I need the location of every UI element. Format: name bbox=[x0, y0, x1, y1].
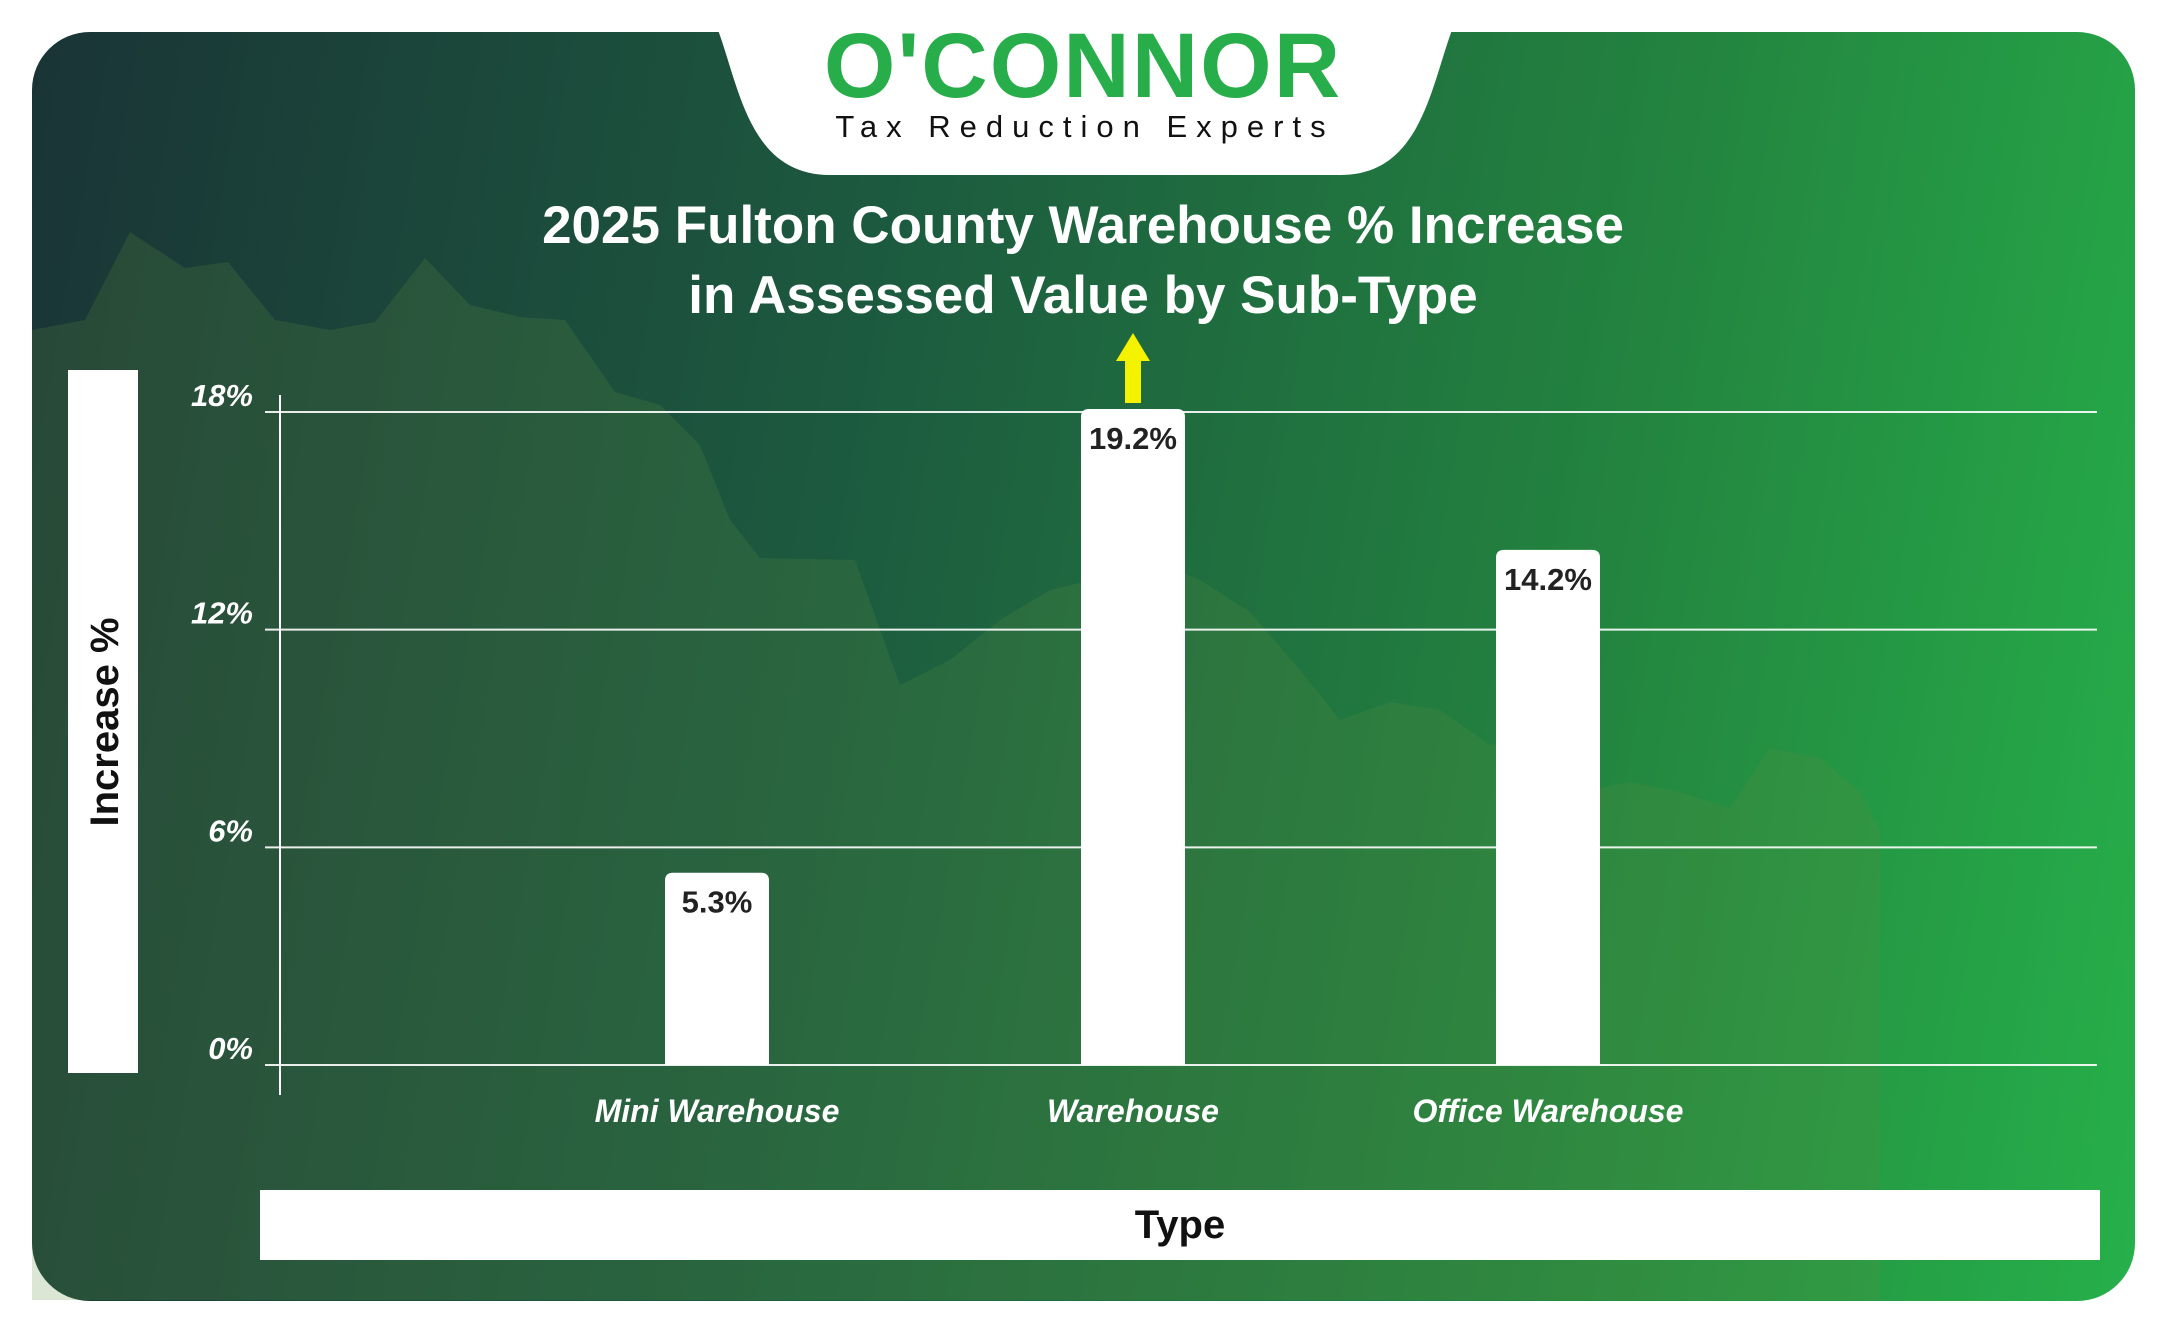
y-tick-labels: 0% 6% 12% 18% bbox=[191, 378, 253, 1066]
brand-logo: O'CONNOR bbox=[824, 15, 1342, 117]
category-labels: Mini Warehouse Warehouse Office Warehouse bbox=[595, 1093, 1684, 1129]
x-tick-label: Warehouse bbox=[1047, 1093, 1219, 1129]
bar-office-warehouse bbox=[1496, 549, 1600, 1065]
chart-title-line-2: in Assessed Value by Sub-Type bbox=[688, 266, 1477, 325]
bars bbox=[665, 409, 1600, 1065]
x-axis-title: Type bbox=[1135, 1203, 1225, 1247]
y-tick-label: 12% bbox=[191, 596, 253, 631]
y-axis-title-panel bbox=[68, 370, 138, 1073]
chart-title-line-1: 2025 Fulton County Warehouse % Increase bbox=[542, 196, 1624, 255]
logo-tab bbox=[718, 30, 1452, 175]
data-label: 19.2% bbox=[1089, 421, 1177, 456]
y-axis-title: Increase % bbox=[83, 617, 127, 826]
y-tick-label: 18% bbox=[191, 378, 253, 413]
brand-tagline: Tax Reduction Experts bbox=[835, 109, 1334, 144]
overflow-arrow bbox=[1116, 333, 1150, 403]
data-label: 5.3% bbox=[682, 885, 753, 920]
x-axis-title-panel bbox=[260, 1190, 2100, 1260]
overflow-indicators bbox=[1116, 333, 1150, 403]
bar-warehouse bbox=[1081, 409, 1185, 1065]
bar-mini-warehouse bbox=[665, 872, 769, 1065]
x-tick-label: Office Warehouse bbox=[1413, 1093, 1684, 1129]
background-silhouette bbox=[32, 232, 1880, 1300]
x-tick-label: Mini Warehouse bbox=[595, 1093, 840, 1129]
y-tick-label: 6% bbox=[208, 813, 253, 848]
y-tick-label: 0% bbox=[208, 1031, 253, 1066]
data-labels: 5.3% 19.2% 14.2% bbox=[682, 421, 1592, 920]
data-label: 14.2% bbox=[1504, 562, 1592, 597]
